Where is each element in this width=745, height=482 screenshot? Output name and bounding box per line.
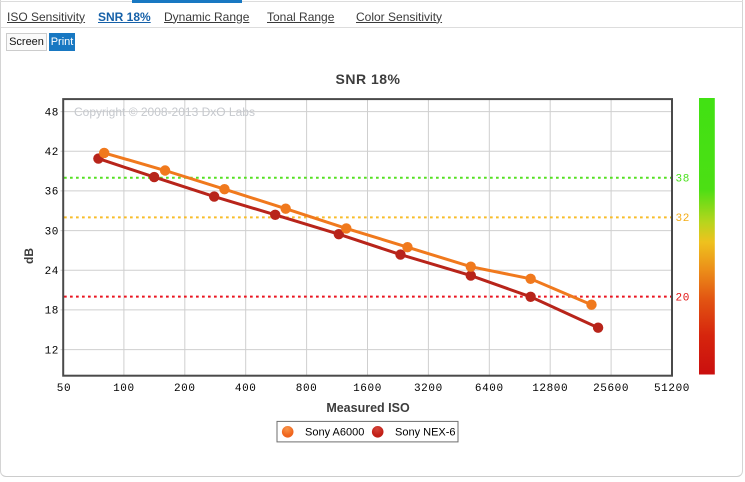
svg-text:Measured ISO: Measured ISO	[326, 401, 410, 415]
svg-text:32: 32	[676, 213, 690, 225]
svg-text:Sony A6000: Sony A6000	[305, 427, 364, 439]
svg-text:400: 400	[235, 383, 257, 395]
svg-text:48: 48	[45, 107, 59, 119]
svg-text:Sony NEX-6: Sony NEX-6	[395, 427, 456, 439]
svg-text:18: 18	[45, 306, 59, 318]
svg-text:42: 42	[45, 147, 59, 159]
svg-text:1600: 1600	[353, 383, 382, 395]
svg-text:12800: 12800	[532, 383, 568, 395]
svg-text:20: 20	[676, 292, 690, 304]
svg-text:6400: 6400	[475, 383, 504, 395]
svg-text:dB: dB	[22, 248, 36, 264]
svg-text:3200: 3200	[414, 383, 443, 395]
svg-text:50: 50	[57, 383, 71, 395]
svg-text:Copyright © 2008-2013 DxO Labs: Copyright © 2008-2013 DxO Labs	[74, 105, 255, 119]
svg-text:12: 12	[45, 345, 59, 357]
svg-text:25600: 25600	[593, 383, 629, 395]
svg-text:200: 200	[174, 383, 196, 395]
svg-text:100: 100	[113, 383, 135, 395]
svg-text:51200: 51200	[654, 383, 690, 395]
svg-text:800: 800	[296, 383, 318, 395]
svg-text:24: 24	[45, 266, 59, 278]
svg-text:30: 30	[45, 226, 59, 238]
svg-text:36: 36	[45, 187, 59, 199]
svg-text:38: 38	[676, 174, 690, 186]
